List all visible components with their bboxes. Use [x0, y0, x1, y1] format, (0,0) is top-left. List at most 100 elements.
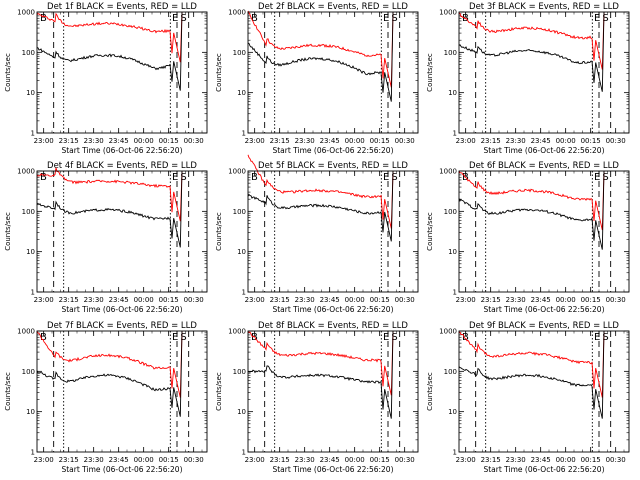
plot-frame — [247, 11, 419, 134]
lld-series-line — [247, 330, 394, 396]
marker-b: B — [40, 172, 47, 183]
marker-s: S — [391, 13, 397, 24]
detector-panel-6: Det 6f BLACK = Events, RED = LLD Counts/s… — [426, 161, 630, 314]
x-tick-label: 00:00 — [556, 456, 576, 464]
y-tick-label: 1 — [31, 130, 35, 138]
y-axis-label: Counts/sec — [215, 372, 223, 411]
y-tick-label: 100 — [233, 49, 246, 57]
y-tick-label: 10 — [237, 89, 246, 97]
marker-s: S — [602, 332, 608, 343]
x-tick-label: 23:00 — [34, 137, 54, 145]
y-axis-label: Counts/sec — [426, 372, 434, 411]
x-tick-label: 23:30 — [84, 137, 104, 145]
y-tick-label: 10 — [448, 408, 457, 416]
events-series-line — [247, 170, 394, 242]
marker-b: B — [40, 13, 47, 24]
panel-title: Det 1f BLACK = Events, RED = LLD — [47, 2, 197, 12]
plot-frame — [458, 330, 630, 453]
y-tick-label: 1 — [453, 289, 457, 297]
plot-frame — [36, 170, 208, 293]
y-tick-label: 1 — [242, 289, 246, 297]
x-tick-label: 23:00 — [245, 296, 265, 304]
marker-e: E — [594, 332, 600, 343]
y-tick-label: 100 — [444, 208, 457, 216]
x-tick-label: 23:15 — [270, 456, 290, 464]
y-tick-label: 10 — [448, 248, 457, 256]
x-tick-label: 23:30 — [506, 456, 526, 464]
x-tick-label: 23:15 — [59, 137, 79, 145]
marker-s: S — [180, 332, 186, 343]
marker-e: E — [383, 13, 389, 24]
detector-panel-5: Det 5f BLACK = Events, RED = LLD Counts/s… — [215, 154, 419, 314]
x-tick-label: 23:00 — [34, 296, 54, 304]
x-tick-label: 23:15 — [481, 137, 501, 145]
x-axis-label: Start Time (06-Oct-06 22:56:20) — [61, 305, 182, 314]
panel-title: Det 6f BLACK = Events, RED = LLD — [469, 161, 619, 171]
x-tick-label: 23:45 — [531, 296, 551, 304]
lld-series-line — [36, 11, 183, 63]
x-tick-label: 23:30 — [84, 456, 104, 464]
detector-panel-9: Det 9f BLACK = Events, RED = LLD Counts/s… — [426, 321, 630, 474]
x-tick-label: 23:15 — [481, 456, 501, 464]
x-axis-label: Start Time (06-Oct-06 22:56:20) — [483, 146, 604, 155]
marker-e: E — [172, 332, 178, 343]
y-axis-label: Counts/sec — [4, 53, 12, 92]
marker-s: S — [391, 332, 397, 343]
x-tick-label: 00:30 — [184, 456, 204, 464]
x-tick-label: 23:45 — [109, 137, 129, 145]
marker-s: S — [602, 172, 608, 183]
marker-e: E — [172, 172, 178, 183]
lld-series-line — [247, 10, 394, 88]
events-series-line — [36, 330, 183, 417]
x-tick-label: 00:30 — [395, 137, 415, 145]
marker-s: S — [602, 13, 608, 24]
y-tick-label: 10 — [448, 89, 457, 97]
marker-b: B — [40, 332, 47, 343]
detector-panel-4: Det 4f BLACK = Events, RED = LLD Counts/s… — [4, 161, 208, 314]
y-tick-label: 100 — [22, 368, 35, 376]
x-tick-label: 00:15 — [159, 296, 179, 304]
x-tick-label: 00:00 — [345, 296, 365, 304]
marker-b: B — [251, 172, 258, 183]
x-tick-label: 23:15 — [270, 296, 290, 304]
x-tick-label: 00:30 — [395, 456, 415, 464]
y-tick-label: 1 — [453, 449, 457, 457]
x-tick-label: 23:45 — [320, 137, 340, 145]
x-axis-label: Start Time (06-Oct-06 22:56:20) — [483, 465, 604, 474]
y-tick-label: 10 — [26, 408, 35, 416]
y-tick-label: 100 — [22, 208, 35, 216]
x-tick-label: 00:00 — [556, 137, 576, 145]
y-tick-label: 100 — [233, 368, 246, 376]
y-tick-label: 1000 — [228, 168, 246, 176]
y-tick-label: 100 — [444, 368, 457, 376]
lld-series-line — [459, 330, 605, 398]
y-tick-label: 1000 — [439, 328, 457, 336]
y-tick-label: 1000 — [17, 9, 35, 17]
panel-title: Det 9f BLACK = Events, RED = LLD — [469, 321, 619, 331]
y-tick-label: 100 — [444, 49, 457, 57]
x-tick-label: 00:15 — [159, 456, 179, 464]
x-tick-label: 23:30 — [506, 137, 526, 145]
x-tick-label: 00:30 — [606, 456, 626, 464]
plot-frame — [458, 170, 630, 293]
marker-s: S — [180, 13, 186, 24]
x-tick-label: 23:30 — [295, 296, 315, 304]
y-tick-label: 1 — [242, 449, 246, 457]
y-tick-label: 1000 — [17, 168, 35, 176]
events-series-line — [458, 11, 605, 92]
panel-title: Det 2f BLACK = Events, RED = LLD — [258, 2, 408, 12]
events-series-line — [458, 170, 605, 250]
y-tick-label: 1 — [242, 130, 246, 138]
marker-s: S — [391, 172, 397, 183]
x-axis-label: Start Time (06-Oct-06 22:56:20) — [61, 146, 182, 155]
panel-title: Det 7f BLACK = Events, RED = LLD — [47, 321, 197, 331]
detector-panel-8: Det 8f BLACK = Events, RED = LLD Counts/s… — [215, 321, 419, 474]
y-tick-label: 1000 — [17, 328, 35, 336]
x-tick-label: 00:15 — [370, 296, 390, 304]
plot-frame — [247, 330, 419, 453]
y-axis-label: Counts/sec — [4, 212, 12, 251]
events-series-line — [247, 11, 394, 102]
x-tick-label: 23:00 — [34, 456, 54, 464]
x-axis-label: Start Time (06-Oct-06 22:56:20) — [61, 465, 182, 474]
